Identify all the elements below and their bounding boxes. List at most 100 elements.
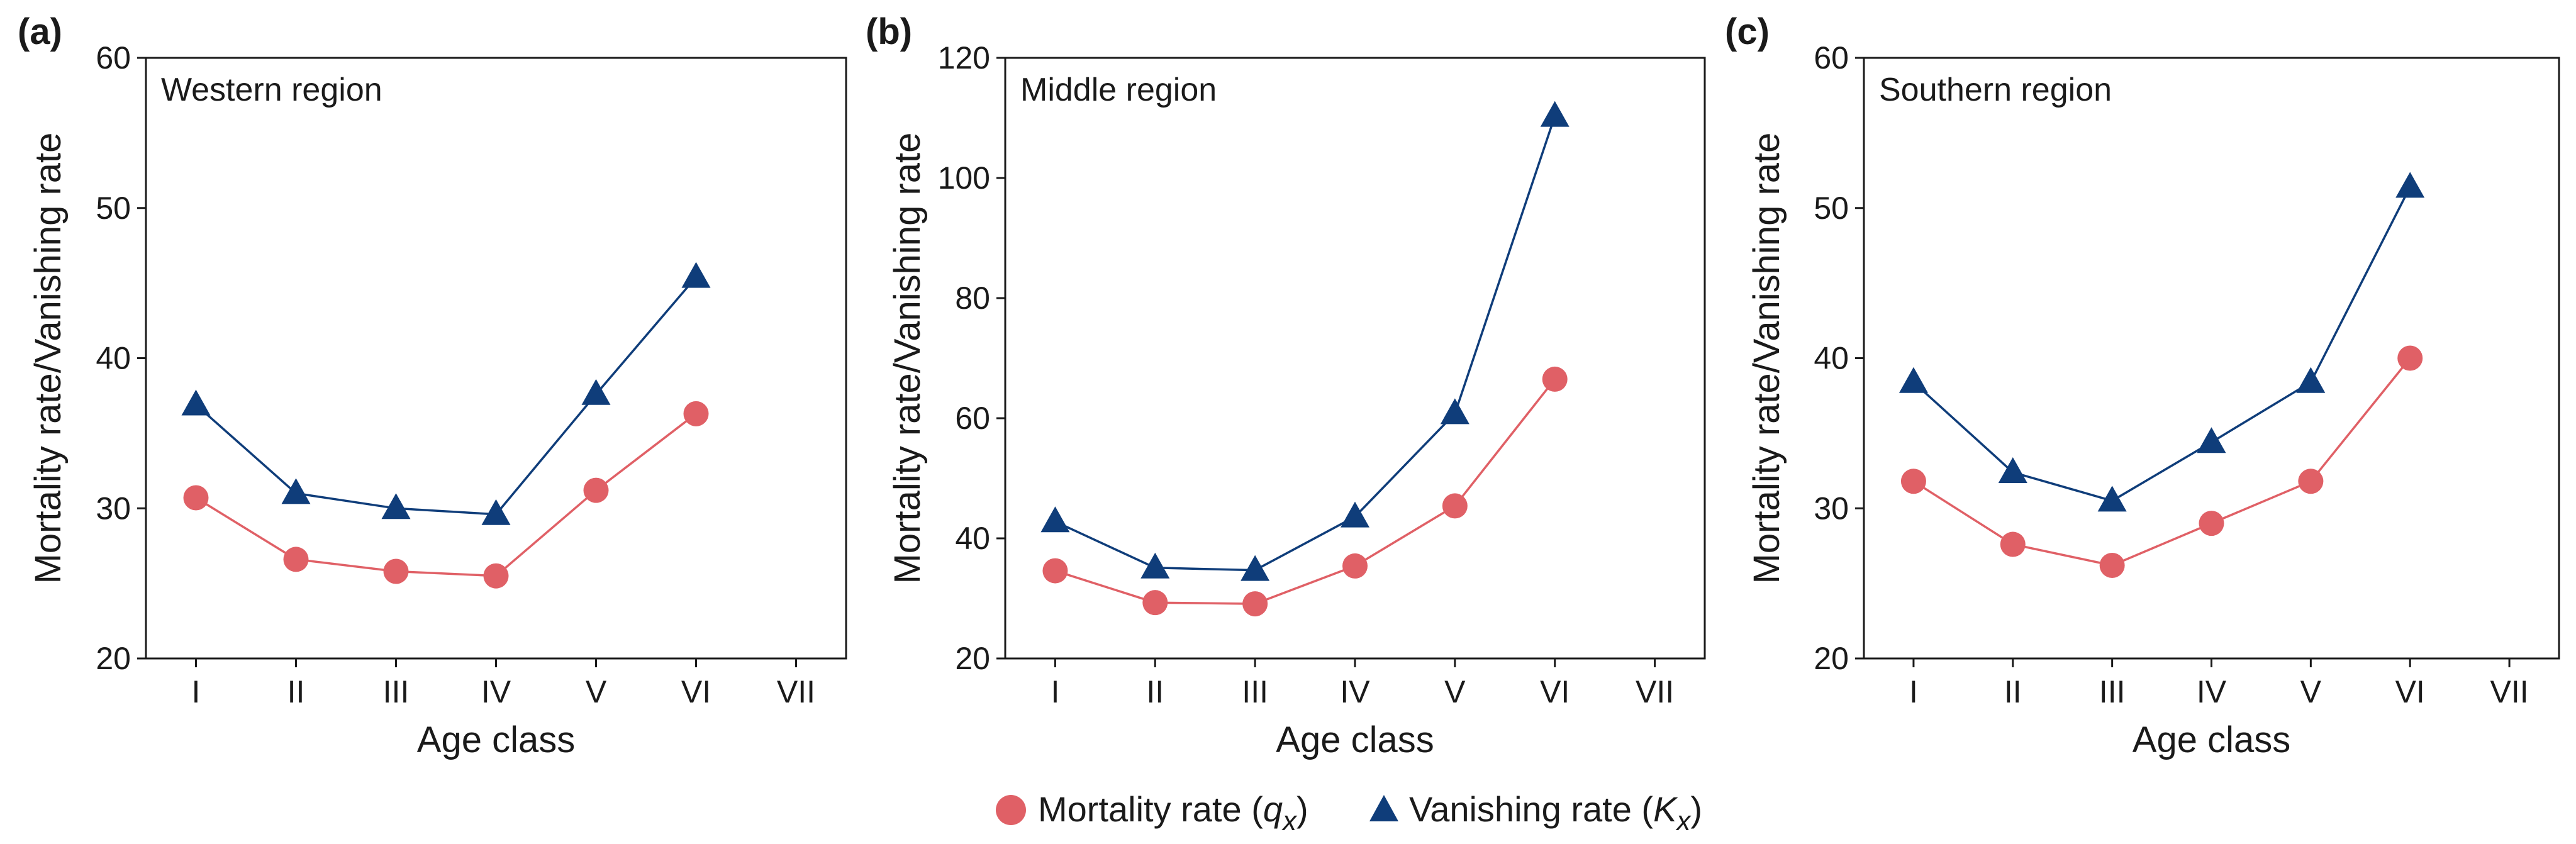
vanishing-point (1040, 506, 1070, 533)
x-tick-label: I (1051, 674, 1059, 709)
y-axis-title: Mortality rate/Vanishing rate (887, 133, 928, 584)
region-title: Southern region (1879, 72, 2112, 108)
x-axis-title: Age class (1276, 719, 1434, 760)
y-tick-label: 30 (96, 491, 131, 526)
panel-letter: (a) (18, 11, 62, 52)
legend: Mortality rate (qx) Vanishing rate (Kx) (996, 789, 1702, 836)
mortality-point (583, 477, 609, 503)
x-tick-label: VI (1540, 674, 1570, 709)
x-tick-label: II (2004, 674, 2022, 709)
x-tick-label: III (383, 674, 410, 709)
mortality-point (1042, 558, 1068, 584)
vanishing-point (1998, 457, 2027, 483)
y-tick-label: 60 (955, 401, 990, 436)
x-tick-label: I (192, 674, 201, 709)
x-tick-label: VII (2490, 674, 2529, 709)
series-line-mortality (195, 413, 697, 577)
mortality-point (1900, 469, 1926, 494)
vanishing-point (1540, 101, 1570, 127)
vanishing-point (2296, 367, 2326, 393)
x-tick-label: III (2099, 674, 2126, 709)
x-tick-label: I (1909, 674, 1918, 709)
y-tick-label: 20 (955, 641, 990, 676)
mortality-point (2199, 511, 2224, 536)
vanishing-point (581, 379, 611, 405)
legend-mortality-marker (996, 795, 1026, 825)
x-tick-label: VII (1636, 674, 1674, 709)
vanishing-point (1241, 555, 1270, 581)
mortality-point (1342, 553, 1368, 579)
y-tick-label: 100 (938, 160, 990, 196)
x-tick-label: III (1242, 674, 1268, 709)
mortality-point (483, 563, 509, 589)
y-tick-label: 40 (1814, 341, 1849, 376)
plot-frame (1863, 57, 2560, 660)
series-line-vanishing (1054, 116, 1556, 572)
y-tick-label: 50 (1814, 191, 1849, 226)
vanishing-point (481, 499, 511, 525)
y-axis-title: Mortality rate/Vanishing rate (1746, 133, 1787, 584)
mortality-point (1142, 590, 1168, 616)
mortality-point (183, 485, 209, 511)
mortality-point (383, 558, 409, 584)
y-tick-label: 20 (1814, 641, 1849, 676)
mortality-point (1442, 493, 1468, 519)
vanishing-point (1899, 367, 1928, 393)
x-tick-label: V (2300, 674, 2322, 709)
x-tick-label: VI (2395, 674, 2425, 709)
panel-letter: (c) (1725, 11, 1770, 52)
mortality-point (2000, 531, 2026, 557)
vanishing-point (681, 262, 711, 288)
series-line-mortality (1054, 378, 1556, 605)
x-tick-label: II (287, 674, 305, 709)
legend-vanishing-marker (1369, 795, 1398, 821)
x-axis-title: Age class (2133, 719, 2290, 760)
vanishing-point (2395, 172, 2425, 198)
x-tick-label: IV (1340, 674, 1370, 709)
panel-letter: (b) (866, 11, 912, 52)
series-line-vanishing (195, 276, 697, 516)
vanishing-point (381, 493, 411, 519)
mortality-point (683, 401, 709, 426)
vanishing-point (1440, 398, 1469, 425)
y-tick-label: 30 (1814, 491, 1849, 526)
y-tick-label: 20 (96, 641, 131, 676)
mortality-point (1542, 366, 1568, 392)
mortality-point (283, 547, 309, 572)
x-tick-label: IV (481, 674, 511, 709)
y-tick-label: 40 (955, 521, 990, 556)
y-tick-label: 80 (955, 280, 990, 316)
x-tick-label: VII (777, 674, 815, 709)
x-axis-title: Age class (417, 719, 575, 760)
x-tick-label: II (1146, 674, 1164, 709)
mortality-point (2298, 469, 2324, 494)
legend-vanishing-label: Vanishing rate (Kx) (1409, 789, 1702, 836)
x-tick-label: V (586, 674, 607, 709)
vanishing-point (1140, 552, 1170, 579)
vanishing-point (2097, 486, 2127, 512)
mortality-point (1242, 591, 1268, 617)
x-tick-label: VI (681, 674, 711, 709)
region-title: Middle region (1020, 72, 1217, 108)
x-tick-label: IV (2197, 674, 2227, 709)
legend-mortality-label: Mortality rate (qx) (1038, 789, 1308, 836)
region-title: Western region (161, 72, 382, 108)
y-tick-label: 50 (96, 191, 131, 226)
y-tick-label: 40 (96, 341, 131, 376)
vanishing-point (181, 389, 211, 416)
vanishing-point (2197, 427, 2226, 453)
y-tick-label: 60 (1814, 40, 1849, 75)
y-tick-label: 120 (938, 40, 990, 75)
series-line-vanishing (1912, 186, 2411, 503)
x-tick-label: V (1444, 674, 1466, 709)
mortality-point (2099, 552, 2125, 578)
y-tick-label: 60 (96, 40, 131, 75)
legend-item-vanishing: Vanishing rate (Kx) (1369, 789, 1702, 836)
vanishing-point (1341, 501, 1369, 528)
y-axis-title: Mortality rate/Vanishing rate (28, 133, 69, 584)
